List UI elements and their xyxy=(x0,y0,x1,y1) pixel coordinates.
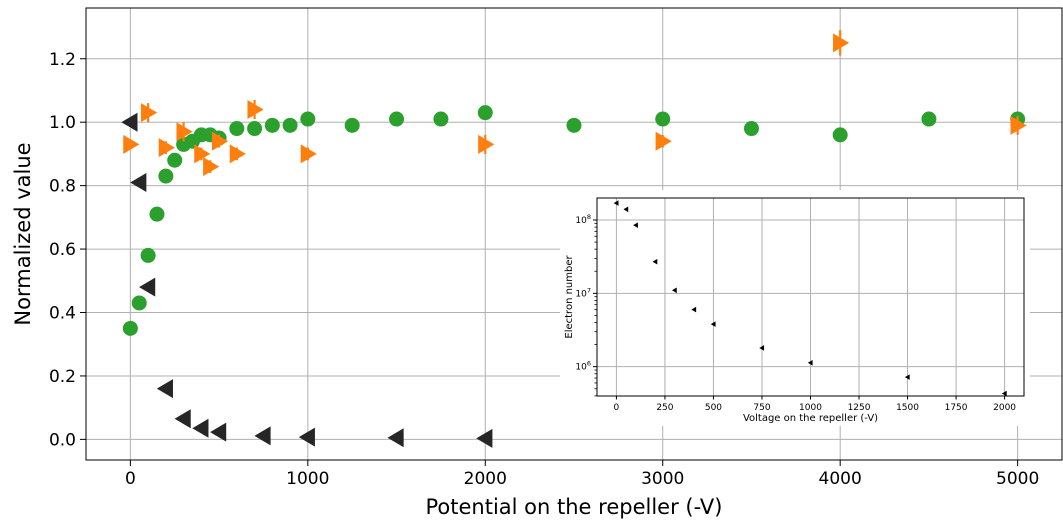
data-point xyxy=(203,157,220,177)
inset-data-point xyxy=(807,359,813,366)
series-1 xyxy=(123,30,1027,177)
inset-series-0 xyxy=(613,200,1007,397)
inset-x-tick-label: 750 xyxy=(753,403,770,413)
inset-data-point xyxy=(633,222,638,228)
data-point xyxy=(174,409,191,429)
data-point xyxy=(156,379,173,399)
inset-x-tick-label: 500 xyxy=(705,403,722,413)
inset-data-point xyxy=(691,306,697,313)
y-axis-label: Normalized value xyxy=(11,142,35,325)
data-point xyxy=(1010,115,1027,135)
inset-y-tick-label: 107 xyxy=(575,286,591,299)
y-tick-label: 1.2 xyxy=(49,50,76,70)
inset-data-point xyxy=(759,345,765,351)
inset-x-tick-label: 1000 xyxy=(799,403,822,413)
data-point xyxy=(158,168,174,184)
data-point xyxy=(247,100,264,120)
inset-x-tick-label: 1750 xyxy=(945,403,968,413)
data-point xyxy=(121,112,138,132)
data-point xyxy=(122,320,138,336)
inset-plot: 0 250 500 750 1000 1250 1500 1750 2000106107108V… xyxy=(560,190,1030,426)
data-point xyxy=(149,206,165,222)
data-point xyxy=(247,121,263,137)
data-point xyxy=(477,105,493,121)
data-point xyxy=(832,127,848,143)
x-tick-label: 2000 xyxy=(464,469,507,489)
inset-y-tick-exponent: 7 xyxy=(587,286,591,294)
data-point xyxy=(139,277,156,297)
inset-data-point xyxy=(671,287,677,294)
data-point xyxy=(130,172,147,192)
inset-x-tick-label: 2000 xyxy=(993,403,1016,413)
y-tick-label: 0.4 xyxy=(49,304,76,324)
data-point xyxy=(176,122,193,142)
plot-frame xyxy=(85,7,1063,461)
inset-x-axis-label: Voltage on the repeller (-V) xyxy=(743,413,878,424)
y-tick-label: 0.2 xyxy=(49,367,76,387)
inset-x-tick-label: 0 xyxy=(614,403,620,413)
inset-data-point xyxy=(904,374,910,380)
inset-data-point xyxy=(710,321,716,327)
data-point xyxy=(298,427,315,447)
data-point xyxy=(131,295,147,311)
data-point xyxy=(210,422,227,442)
data-point xyxy=(300,144,317,164)
x-tick-label: 1000 xyxy=(286,469,329,489)
data-point xyxy=(229,121,245,137)
inset-y-tick-label: 108 xyxy=(575,213,591,226)
inset-y-tick-label: 106 xyxy=(575,360,591,373)
data-point xyxy=(478,134,495,154)
x-tick-label: 0 xyxy=(125,469,136,489)
inset-data-point xyxy=(613,200,619,206)
data-point xyxy=(158,138,175,158)
series-0 xyxy=(122,105,1026,336)
data-point xyxy=(655,131,672,151)
data-point xyxy=(300,111,316,127)
data-point xyxy=(211,131,229,151)
inset-y-tick-base: 10 xyxy=(575,363,587,373)
data-point xyxy=(194,144,211,164)
x-axis-label: Potential on the repeller (-V) xyxy=(426,495,723,519)
data-point xyxy=(387,428,404,448)
inset-x-tick-label: 250 xyxy=(656,403,673,413)
data-point xyxy=(123,134,140,154)
x-tick-label: 3000 xyxy=(641,469,684,489)
data-point xyxy=(264,117,280,133)
y-tick-label: 1.0 xyxy=(49,113,76,133)
inset-data-point xyxy=(1001,390,1007,397)
data-point xyxy=(167,152,183,168)
data-point xyxy=(140,247,156,263)
data-point xyxy=(743,121,759,137)
data-point xyxy=(476,428,493,448)
data-point xyxy=(655,111,671,127)
inset-x-tick-label: 1250 xyxy=(848,403,871,413)
y-tick-label: 0.8 xyxy=(49,177,76,197)
data-point xyxy=(140,103,158,123)
inset-y-tick-exponent: 6 xyxy=(587,360,591,368)
data-point xyxy=(566,117,582,133)
data-point xyxy=(833,33,850,53)
data-point xyxy=(389,111,405,127)
y-tick-label: 0.0 xyxy=(49,430,76,450)
x-tick-label: 5000 xyxy=(996,469,1039,489)
inset-y-axis-label: Electron number xyxy=(564,255,575,339)
x-tick-label: 4000 xyxy=(819,469,862,489)
data-point xyxy=(192,418,209,438)
inset-data-point xyxy=(623,206,629,213)
data-point xyxy=(229,144,246,164)
inset-y-tick-base: 10 xyxy=(575,216,587,226)
series-2 xyxy=(121,112,493,448)
data-point xyxy=(254,426,271,446)
inset-y-tick-exponent: 8 xyxy=(587,213,591,221)
data-point xyxy=(433,111,449,127)
y-tick-label: 0.6 xyxy=(49,240,76,260)
inset-data-point xyxy=(652,258,658,265)
inset-y-tick-base: 10 xyxy=(575,289,587,299)
data-point xyxy=(921,111,937,127)
data-point xyxy=(282,117,298,133)
inset-x-tick-label: 1500 xyxy=(896,403,919,413)
data-point xyxy=(344,117,360,133)
